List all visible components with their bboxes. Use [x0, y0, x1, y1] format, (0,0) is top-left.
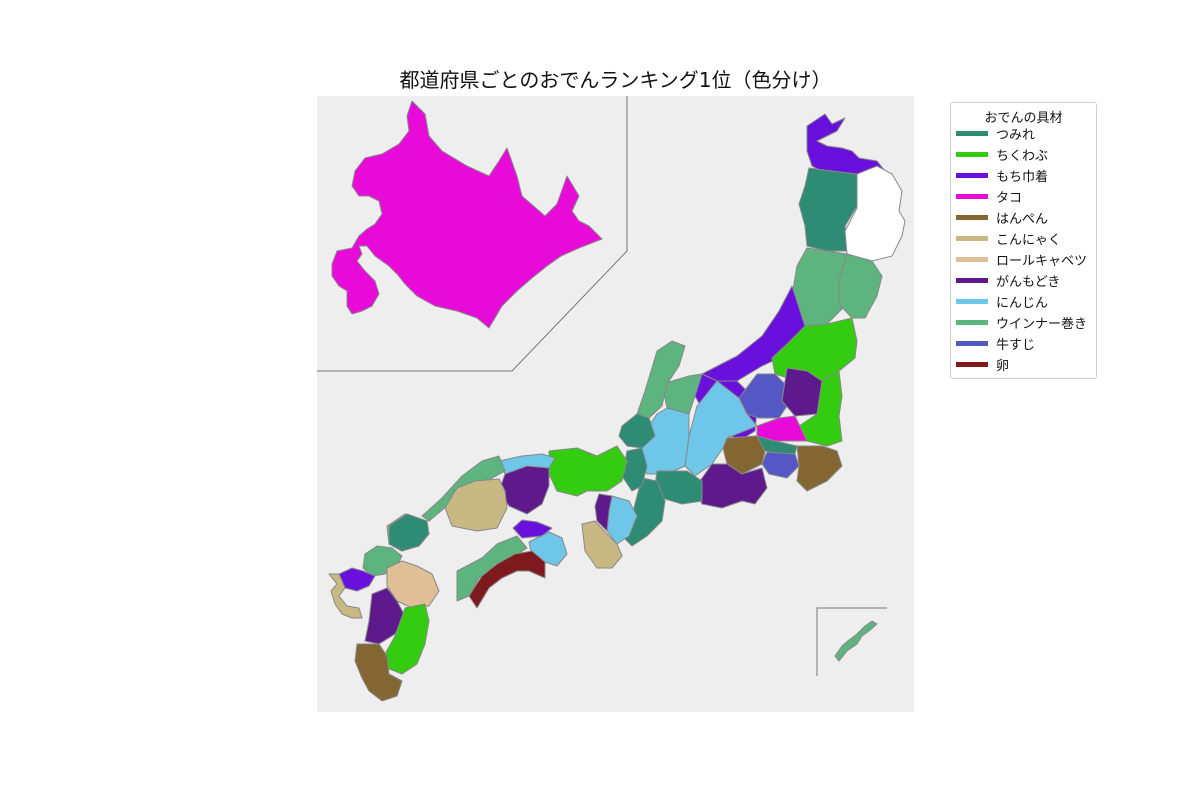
- region-akita: [791, 247, 848, 327]
- legend-item: ウインナー巻き: [956, 312, 1087, 332]
- legend-swatch: [956, 277, 988, 283]
- legend-item: 卵: [956, 354, 1009, 374]
- region-ibaraki: [798, 370, 843, 447]
- legend-swatch: [956, 214, 988, 220]
- legend-title: おでんの具材: [984, 111, 1063, 126]
- legend-swatch: [956, 172, 988, 178]
- legend-label: こんにゃく: [996, 232, 1062, 248]
- legend-label: 牛すじ: [996, 337, 1036, 353]
- region-hokkaido: [331, 100, 603, 329]
- region-nagasaki: [328, 573, 363, 619]
- region-iwate: [844, 165, 906, 262]
- region-aomori: [798, 167, 858, 252]
- region-wakayama: [581, 520, 623, 569]
- legend-label: がんもどき: [996, 274, 1061, 290]
- legend-label: もち巾着: [996, 169, 1049, 185]
- region-okinawa: [834, 620, 878, 662]
- region-miyagi: [838, 253, 883, 319]
- region-kochi: [468, 550, 546, 609]
- legend-swatch: [956, 193, 988, 199]
- region-yamanashi: [722, 435, 766, 475]
- legend-item: ちくわぶ: [956, 144, 1048, 164]
- legend-label: ウインナー巻き: [996, 316, 1088, 332]
- legend: おでんの具材 つみれちくわぶもち巾着タコはんぺんこんにゃくロールキャベツ がんもど…: [950, 102, 1097, 379]
- okinawa-inset-frame: [816, 607, 887, 676]
- legend-label: つみれ: [996, 127, 1036, 143]
- region-kagawa: [512, 519, 553, 539]
- region-oita: [386, 560, 440, 609]
- region-nagano: [684, 380, 758, 477]
- region-ishikawa: [636, 340, 686, 419]
- japan-map: [317, 96, 914, 712]
- legend-swatch: [956, 340, 988, 346]
- region-kyoto: [548, 445, 628, 497]
- legend-swatch: [956, 235, 988, 241]
- legend-label: タコ: [996, 190, 1023, 206]
- legend-item: はんぺん: [956, 207, 1048, 227]
- region-yamaguchi: [388, 513, 430, 552]
- region-osaka: [594, 493, 613, 532]
- legend-label: はんぺん: [996, 211, 1049, 227]
- region-fukui: [618, 413, 656, 449]
- region-miyazaki: [384, 603, 430, 675]
- region-chiba: [796, 445, 843, 492]
- legend-label: にんじん: [996, 295, 1049, 311]
- legend-item: つみれ: [956, 123, 1035, 143]
- region-kumamoto: [364, 587, 406, 645]
- hokkaido-inset-frame: [317, 96, 628, 372]
- legend-label: ちくわぶ: [996, 148, 1049, 164]
- region-kagoshima: [354, 643, 403, 702]
- legend-label: ロールキャベツ: [996, 253, 1088, 269]
- region-tottori: [498, 453, 556, 475]
- legend-item: 牛すじ: [956, 333, 1035, 353]
- map-title: 都道府県ごとのおでんランキング1位（色分け）: [399, 68, 832, 92]
- legend-swatch: [956, 256, 988, 262]
- region-okayama: [444, 478, 508, 532]
- legend-swatch: [956, 298, 988, 304]
- legend-swatch: [956, 319, 988, 325]
- legend-swatch: [956, 151, 988, 157]
- legend-item: ロールキャベツ: [956, 249, 1087, 269]
- legend-swatch: [956, 130, 988, 136]
- legend-item: もち巾着: [956, 165, 1048, 185]
- legend-item: タコ: [956, 186, 1022, 206]
- legend-swatch: [956, 361, 988, 367]
- legend-item: にんじん: [956, 291, 1048, 311]
- legend-item: こんにゃく: [956, 228, 1061, 248]
- japan-map-canvas: [317, 96, 914, 712]
- region-mie: [621, 477, 666, 547]
- region-saga: [338, 567, 376, 592]
- legend-item: がんもどき: [956, 270, 1060, 290]
- legend-label: 卵: [996, 358, 1010, 374]
